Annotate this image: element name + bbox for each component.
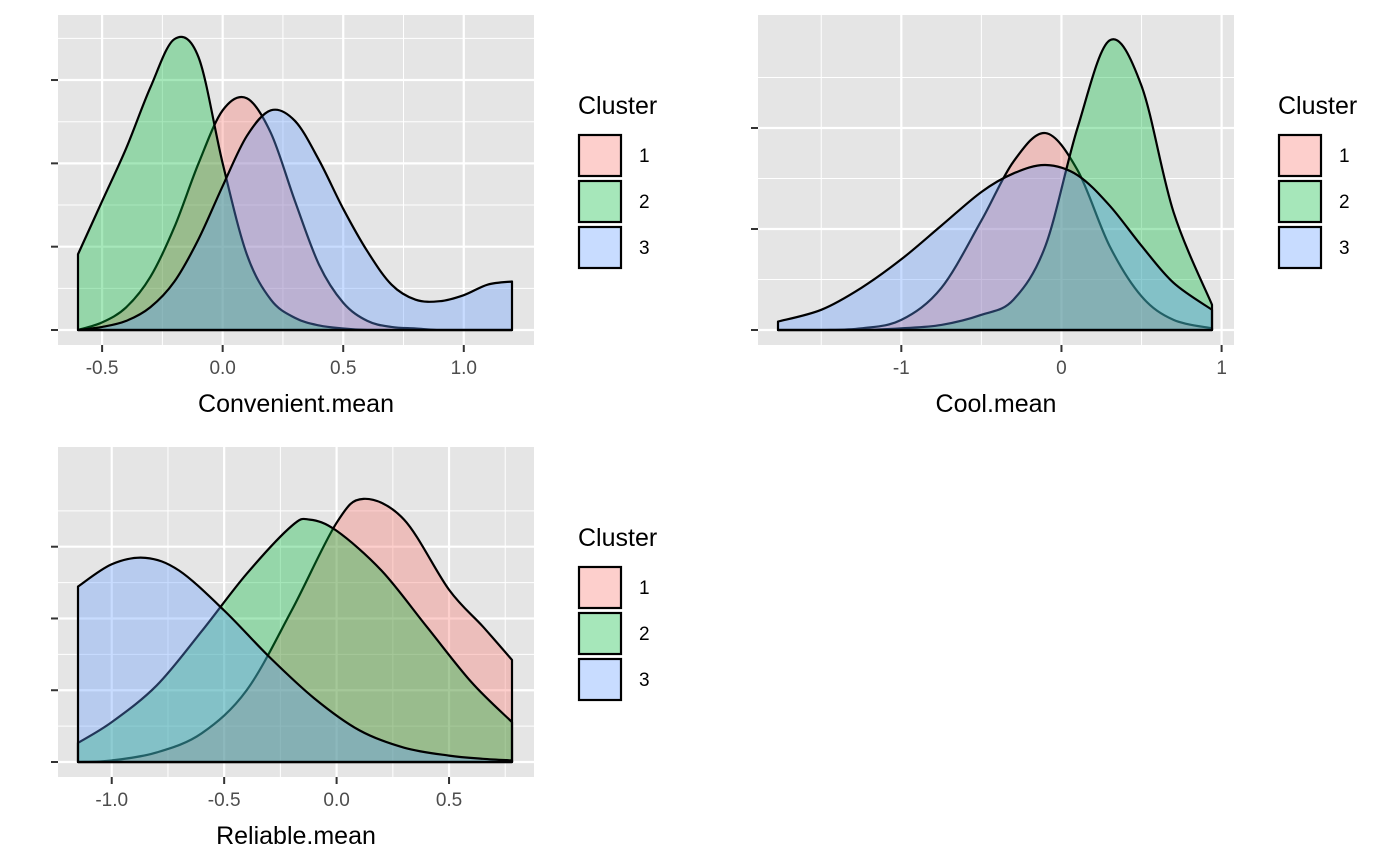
density-area-cluster-3 [76, 556, 514, 764]
x-axis-title: Cool.mean [936, 390, 1057, 418]
legend-label-cluster-3: 3 [639, 670, 650, 691]
legend-label-cluster-3: 3 [639, 238, 650, 259]
x-axis-title: Reliable.mean [216, 822, 376, 850]
gridlines [58, 15, 534, 345]
legend-key-cluster-3 [577, 657, 623, 702]
x-tick-label: -1.0 [95, 790, 128, 811]
legend: Cluster 1 2 3 [1277, 92, 1357, 270]
panel-2: -1 0 1 Cool.mean Cluster 1 2 3 [751, 15, 1357, 418]
legend-title: Cluster [1278, 92, 1357, 120]
legend-key-cluster-2 [1277, 179, 1323, 224]
legend-label-cluster-1: 1 [639, 146, 650, 167]
x-tick-label: -1 [893, 358, 910, 379]
gridlines [758, 15, 1234, 345]
legend-key-cluster-1 [1277, 133, 1323, 178]
legend-key-cluster-2 [577, 611, 623, 656]
legend-label-cluster-2: 2 [639, 624, 650, 645]
panel-1: -0.5 0.0 0.5 1.0 Convenient.mean Cluster 1 2 3 [51, 15, 657, 418]
legend-label-cluster-3: 3 [1339, 238, 1350, 259]
x-tick-label: 0.0 [323, 790, 349, 811]
legend-key-cluster-3 [1277, 225, 1323, 270]
density-area-cluster-1 [76, 497, 514, 764]
legend-title: Cluster [578, 92, 657, 120]
panel-background [58, 447, 534, 777]
legend-label-cluster-1: 1 [639, 578, 650, 599]
legend-label-cluster-2: 2 [639, 192, 650, 213]
legend-key-cluster-3 [577, 225, 623, 270]
x-tick-label: 0.0 [209, 358, 235, 379]
legend-key-cluster-1 [577, 133, 623, 178]
panel-3: -1.0 -0.5 0.0 0.5 Reliable.mean Cluster 1 2 3 [51, 447, 657, 850]
panel-background [58, 15, 534, 345]
x-tick-label: 1.0 [451, 358, 477, 379]
legend-label-cluster-1: 1 [1339, 146, 1350, 167]
density-area-cluster-3 [776, 163, 1214, 332]
x-tick-label: -0.5 [86, 358, 119, 379]
x-axis-title: Convenient.mean [198, 390, 394, 418]
density-area-cluster-1 [776, 131, 1214, 332]
legend: Cluster 1 2 3 [577, 524, 657, 702]
x-tick-label: 1 [1216, 358, 1227, 379]
density-area-cluster-2 [76, 517, 514, 764]
panel-background [758, 15, 1234, 345]
x-tick-label: 0.5 [436, 790, 462, 811]
legend-key-cluster-1 [577, 565, 623, 610]
x-tick-label: 0.5 [330, 358, 356, 379]
legend: Cluster 1 2 3 [577, 92, 657, 270]
legend-label-cluster-2: 2 [1339, 192, 1350, 213]
x-tick-label: 0 [1056, 358, 1067, 379]
legend-title: Cluster [578, 524, 657, 552]
legend-key-cluster-2 [577, 179, 623, 224]
x-tick-label: -0.5 [208, 790, 241, 811]
density-area-cluster-3 [76, 108, 514, 332]
